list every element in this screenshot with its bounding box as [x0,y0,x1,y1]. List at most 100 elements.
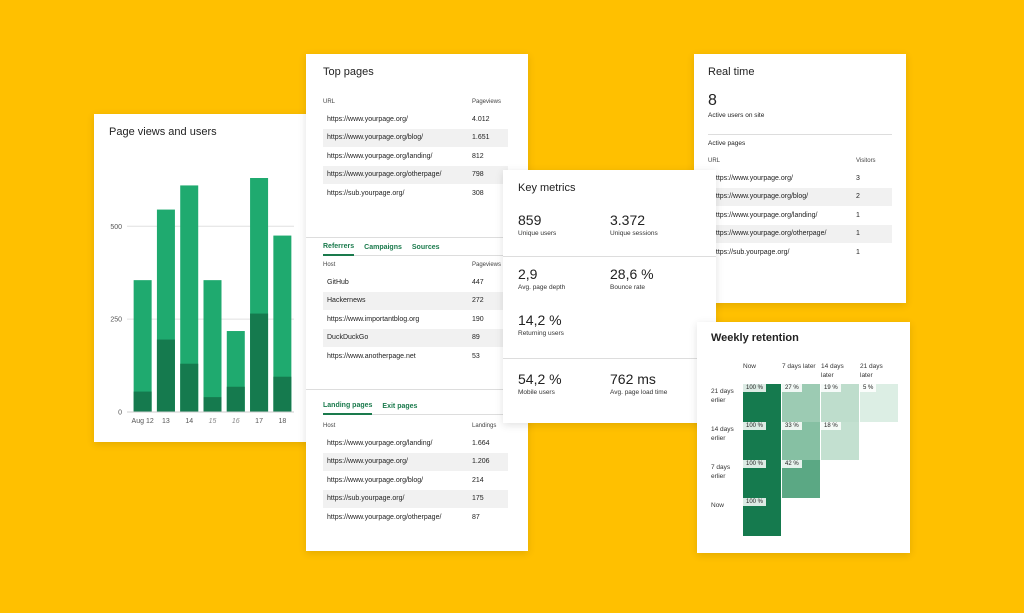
tab-sources[interactable]: Sources [411,244,440,251]
bar-users[interactable] [133,391,152,412]
referrers-tabs: Referrers Campaigns Sources [323,240,508,256]
top-pages-table: URL Pageviews https://www.yourpage.org/4… [323,94,508,203]
x-tick-label: 15 [209,418,217,425]
retention-col-label: 7 days later [782,363,816,370]
header-value: Pageviews [472,262,502,268]
row-value: 190 [472,315,484,323]
table-row[interactable]: https://sub.yourpage.org/175 [323,489,508,508]
retention-row-label: Now [711,502,725,509]
bar-users[interactable] [250,313,269,412]
row-label: https://sub.yourpage.org/ [712,248,790,256]
tab-exit-pages[interactable]: Exit pages [382,403,418,410]
table-row[interactable]: https://www.yourpage.org/otherpage/1 [708,224,892,243]
table-row[interactable]: https://www.yourpage.org/otherpage/87 [323,508,508,527]
page-views-title: Page views and users [109,126,217,138]
bar-users[interactable] [203,397,222,412]
retention-cell[interactable]: 100 % [743,422,781,460]
table-row[interactable]: https://sub.yourpage.org/308 [323,184,508,203]
y-tick-label: 250 [110,317,122,324]
real-time-title: Real time [708,66,755,78]
bar-page-views[interactable] [180,185,199,412]
table-row[interactable]: https://www.yourpage.org/landing/1.664 [323,434,508,453]
row-label: https://www.yourpage.org/ [327,115,408,123]
retention-cell[interactable]: 27 % [782,384,820,422]
tab-campaigns[interactable]: Campaigns [364,244,402,251]
row-value: 272 [472,297,484,305]
table-header: URL Visitors [708,153,892,169]
tab-landing-pages[interactable]: Landing pages [323,399,373,415]
table-row[interactable]: https://www.yourpage.org/blog/214 [323,471,508,490]
retention-cell-value: 100 % [743,498,767,506]
retention-cell-value: 27 % [782,384,802,392]
table-row[interactable]: DuckDuckGo 89 [323,328,508,347]
key-metrics-title: Key metrics [518,182,576,194]
row-value: 214 [472,476,484,484]
retention-cell[interactable]: 100 % [743,384,781,422]
page-views-chart: 500 250 0 Aug 12 13 14 15 16 17 18 [110,178,294,425]
retention-cell[interactable]: 100 % [743,498,781,536]
active-pages-table: URL Visitors https://www.yourpage.org/3 h… [708,153,892,262]
table-row[interactable]: https://www.importantblog.org 190 [323,310,508,329]
retention-cell[interactable]: 42 % [782,460,820,498]
bar-users[interactable] [273,376,292,412]
retention-col-label: 14 days later [821,363,844,379]
row-label: DuckDuckGo [327,334,369,342]
bar-page-views[interactable] [203,280,222,412]
header-url: URL [323,99,336,105]
retention-cell[interactable]: 18 % [821,422,859,460]
x-tick-label: 14 [185,418,193,425]
landing-tabs: Landing pages Exit pages [323,399,508,415]
bar-users[interactable] [180,363,199,412]
bar-users[interactable] [226,386,245,412]
table-header: Host Pageviews [323,257,508,273]
retention-cell[interactable]: 19 % [821,384,859,422]
row-value: 2 [856,193,860,201]
row-label: https://www.yourpage.org/ [712,174,793,182]
row-value: 1.664 [472,439,490,447]
retention-cell-value: 5 % [860,384,877,392]
header-value: Landings [472,423,497,429]
table-row[interactable]: https://www.yourpage.org/landing/812 [323,147,508,166]
table-row[interactable]: https://sub.yourpage.org/1 [708,243,892,262]
x-tick-label: 18 [278,418,286,425]
table-row[interactable]: https://www.yourpage.org/blog/1.651 [323,128,508,147]
real-time-card: Real time 8 Active users on site Active … [694,54,906,303]
metric-unique-users: 859 Unique users [518,212,557,237]
row-value: 798 [472,171,484,179]
table-row[interactable]: https://www.yourpage.org/landing/1 [708,206,892,225]
x-tick-label: 17 [255,418,263,425]
page-views-card: Page views and users 500 250 0 Aug 12 13 14 15… [94,114,309,442]
row-value: 53 [472,352,480,360]
retention-cell[interactable]: 33 % [782,422,820,460]
top-pages-title: Top pages [323,66,374,78]
row-value: 87 [472,513,480,521]
x-tick-label: 16 [232,418,240,425]
weekly-retention-card: Weekly retention Now 7 days later 14 days … [697,322,910,553]
table-row[interactable]: https://www.yourpage.org/3 [708,169,892,188]
table-row[interactable]: https://www.yourpage.org/4.012 [323,110,508,129]
retention-cell-value: 100 % [743,384,767,392]
table-row[interactable]: https://www.yourpage.org/1.206 [323,452,508,471]
table-row[interactable]: https://www.yourpage.org/otherpage/798 [323,165,508,184]
table-row[interactable]: https://www.yourpage.org/blog/2 [708,187,892,206]
y-tick-label: 500 [110,224,122,231]
bar-users[interactable] [156,339,175,412]
table-row[interactable]: GitHub 447 [323,273,508,292]
row-value: 1.206 [472,458,490,466]
row-label: https://www.anotherpage.net [327,352,416,360]
table-row[interactable]: https://www.anotherpage.net 53 [323,347,508,366]
metric-unique-sessions: 3.372 Unique sessions [610,212,658,237]
x-tick-label: 13 [162,418,170,425]
retention-cell[interactable]: 100 % [743,460,781,498]
header-url: URL [708,158,721,164]
weekly-retention-title: Weekly retention [711,332,799,344]
bar-page-views[interactable] [133,280,152,412]
bar-page-views[interactable] [273,235,292,412]
row-label: https://www.yourpage.org/landing/ [327,152,433,160]
header-host: Host [323,262,336,268]
retention-cell[interactable]: 5 % [860,384,898,422]
retention-cell-value: 100 % [743,422,767,430]
row-label: https://sub.yourpage.org/ [327,189,405,197]
table-row[interactable]: Hackernews 272 [323,291,508,310]
tab-referrers[interactable]: Referrers [323,240,355,256]
